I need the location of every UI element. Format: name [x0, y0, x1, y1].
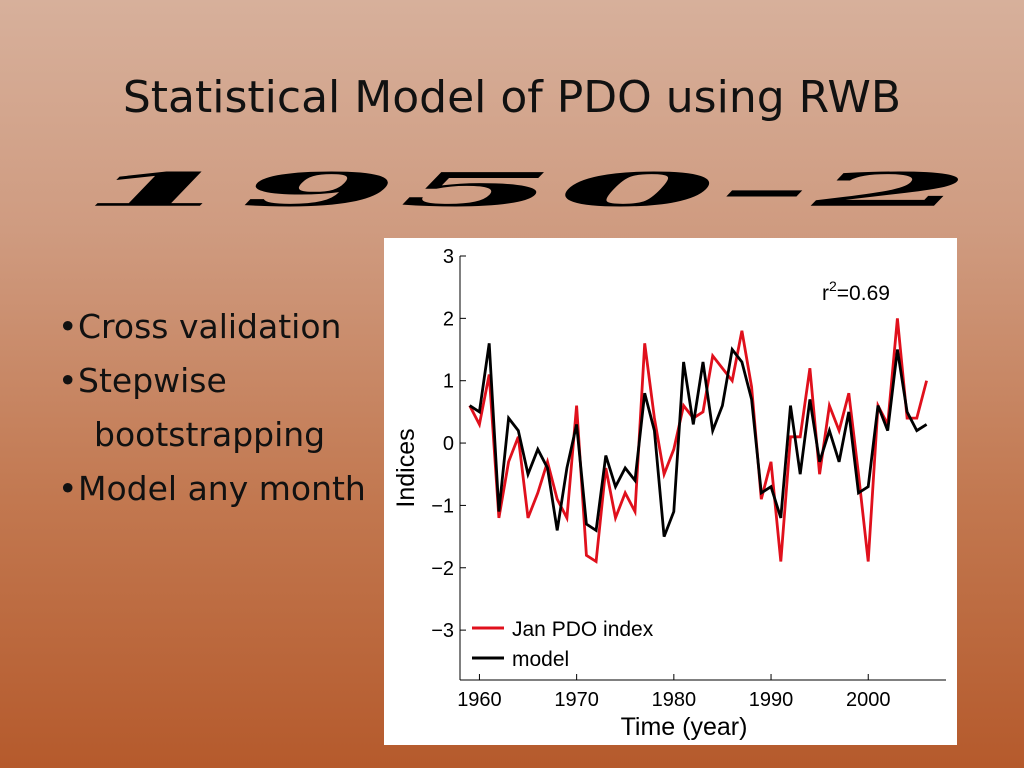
- x-tick-label: 1970: [554, 689, 599, 711]
- x-axis-label: Time (year): [621, 713, 748, 741]
- legend-label-model: model: [512, 648, 569, 671]
- y-tick-label: −3: [431, 620, 454, 642]
- bullet-item: Stepwise bootstrapping: [58, 354, 378, 462]
- y-tick-label: −1: [431, 495, 454, 517]
- pdo-chart: 3 2 1 0 −1 −2 −3 1960 1970 1980 1990 2000 r2=0.69 J…: [392, 246, 946, 741]
- slide-title: Statistical Model of PDO using RWB: [122, 72, 902, 123]
- y-tick-label: 0: [443, 433, 454, 455]
- chart-panel: 3 2 1 0 −1 −2 −3 1960 1970 1980 1990 2000 r2=0.69 J…: [384, 238, 957, 745]
- y-tick-label: 1: [443, 371, 454, 393]
- y-tick-label: 2: [443, 308, 454, 330]
- series-line-jan-pdo-index: [468, 318, 928, 564]
- series-line-model: [468, 343, 928, 538]
- y-tick-label: 3: [443, 246, 454, 268]
- stretched-wordart-text: 1950-2006 Jan PDO Index: [80, 168, 968, 218]
- x-tick-label: 2000: [846, 689, 891, 711]
- bullet-item: Cross validation: [58, 300, 378, 354]
- r2-annotation: r2=0.69: [822, 278, 890, 305]
- legend: Jan PDO index model: [472, 618, 654, 671]
- bullet-item: Model any month: [58, 462, 378, 516]
- bullet-list: Cross validation Stepwise bootstrapping …: [58, 300, 378, 516]
- y-tick-label: −2: [431, 558, 454, 580]
- stretched-wordart: 1950-2006 Jan PDO Index: [80, 168, 968, 218]
- y-axis-label: Indices: [392, 428, 420, 507]
- x-tick-label: 1980: [652, 689, 697, 711]
- legend-label-pdo: Jan PDO index: [512, 618, 654, 641]
- x-tick-label: 1960: [457, 689, 502, 711]
- x-tick-label: 1990: [749, 689, 794, 711]
